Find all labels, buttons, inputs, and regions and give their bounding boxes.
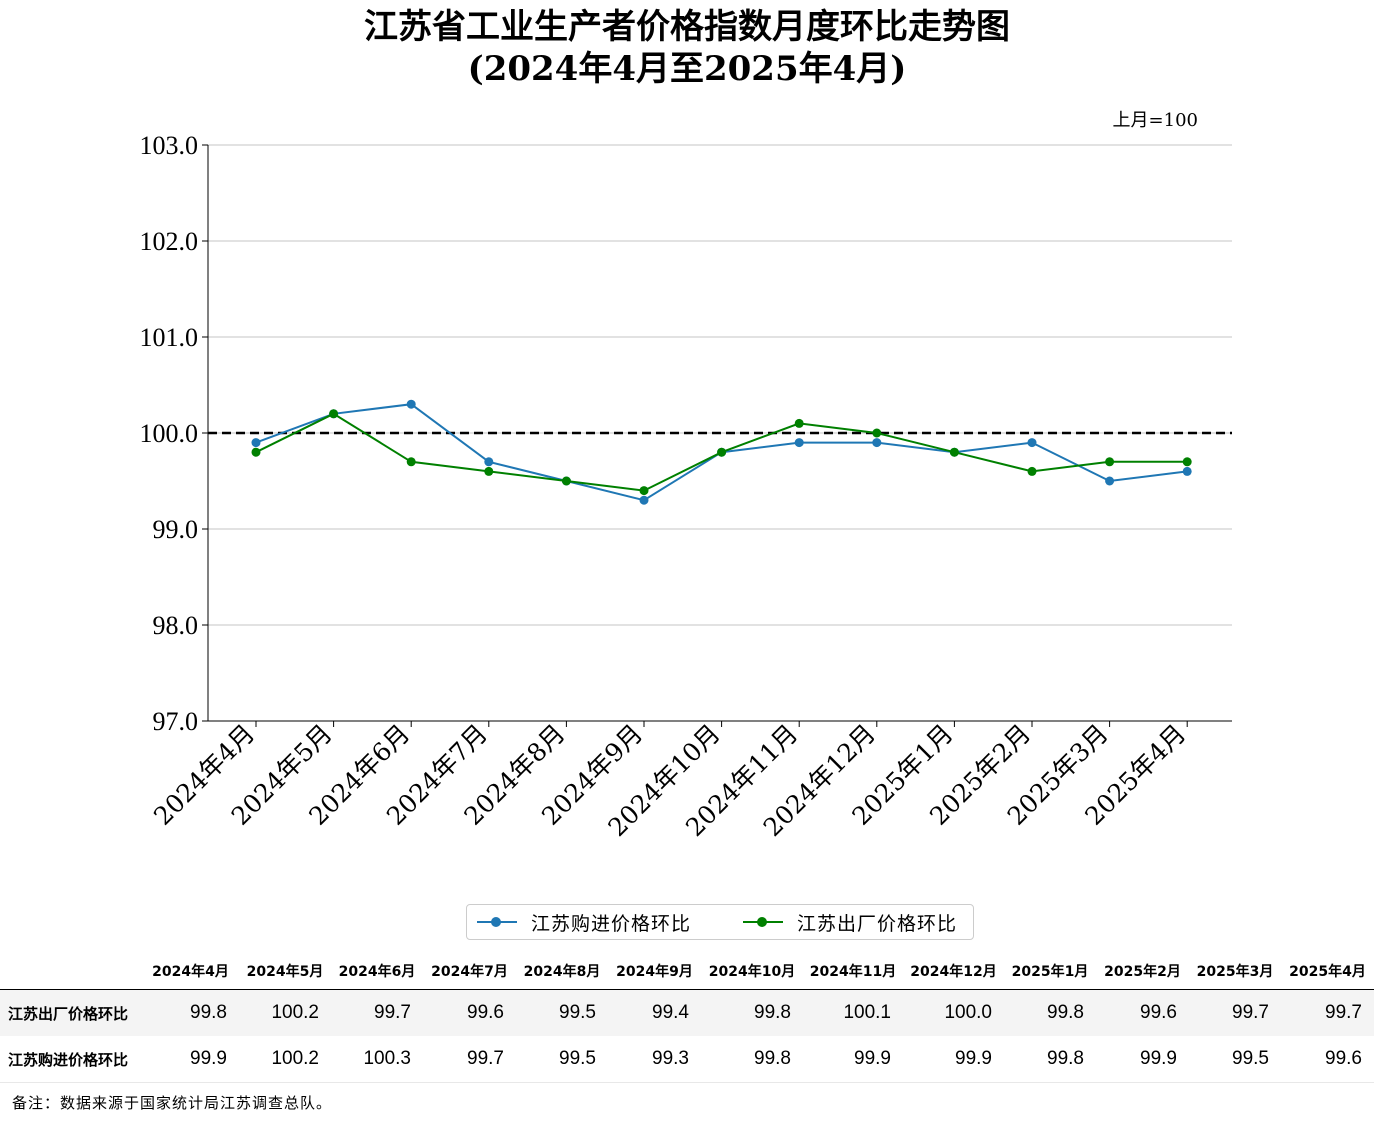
table-row: 江苏出厂价格环比 99.8 100.2 99.7 99.6 99.5 99.4 … <box>0 989 1374 1036</box>
table-cell: 100.3 <box>331 1036 423 1083</box>
y-tick-label: 99.0 <box>153 515 199 544</box>
legend-item-ex-factory: 江苏出厂价格环比 <box>739 905 957 939</box>
table-cell: 99.6 <box>423 989 516 1036</box>
legend-item-purchase: 江苏购进价格环比 <box>473 905 691 939</box>
data-point <box>561 476 571 486</box>
data-point <box>251 438 261 448</box>
table-cell: 100.0 <box>903 989 1004 1036</box>
table-cell: 99.9 <box>1096 1036 1189 1083</box>
data-point <box>329 409 339 419</box>
line-chart: 97.098.099.0100.0101.0102.0103.02024年4月2… <box>140 131 1232 842</box>
table-cell: 99.9 <box>803 1036 903 1083</box>
y-tick-label: 101.0 <box>140 323 199 352</box>
y-tick-label: 100.0 <box>140 419 199 448</box>
table-cell: 99.7 <box>331 989 423 1036</box>
table-cell: 99.3 <box>608 1036 701 1083</box>
data-point <box>1027 466 1037 476</box>
table-cell: 99.7 <box>1189 989 1281 1036</box>
table-column-header: 2025年1月 <box>1004 952 1096 990</box>
data-point <box>1182 457 1192 467</box>
table-cell: 99.8 <box>142 989 239 1036</box>
table-cell: 99.7 <box>1281 989 1374 1036</box>
data-point <box>794 418 804 428</box>
table-cell: 99.8 <box>1004 1036 1096 1083</box>
table-column-header: 2024年4月 <box>142 952 239 990</box>
unit-note: 上月=100 <box>1112 110 1198 131</box>
table-row-label: 江苏出厂价格环比 <box>0 989 142 1036</box>
table-column-header: 2024年8月 <box>516 952 608 990</box>
table-column-header: 2024年12月 <box>903 952 1004 990</box>
legend: 江苏购进价格环比 江苏出厂价格环比 <box>466 904 974 940</box>
table-column-header: 2024年9月 <box>608 952 701 990</box>
table-cell: 99.9 <box>142 1036 239 1083</box>
table-column-header: 2024年6月 <box>331 952 423 990</box>
table-cell: 99.8 <box>701 1036 803 1083</box>
legend-label-purchase: 江苏购进价格环比 <box>531 912 692 935</box>
table-cell: 99.9 <box>903 1036 1004 1083</box>
table-row: 江苏购进价格环比 99.9 100.2 100.3 99.7 99.5 99.3… <box>0 1036 1374 1083</box>
table-column-header: 2025年4月 <box>1281 952 1374 990</box>
table-cell: 100.2 <box>239 1036 331 1083</box>
table-cell: 99.5 <box>516 1036 608 1083</box>
data-point <box>872 428 882 438</box>
data-table: 2024年4月 2024年5月 2024年6月 2024年7月 2024年8月 … <box>0 952 1374 1083</box>
data-point <box>1027 438 1037 448</box>
data-point <box>639 486 649 496</box>
table-cell: 99.4 <box>608 989 701 1036</box>
data-point <box>406 399 416 409</box>
table-column-header: 2024年7月 <box>423 952 516 990</box>
data-point <box>406 457 416 467</box>
y-tick-label: 103.0 <box>140 131 199 160</box>
table-column-header: 2025年3月 <box>1189 952 1281 990</box>
y-tick-label: 98.0 <box>153 611 199 640</box>
table-cell: 99.7 <box>423 1036 516 1083</box>
table-cell: 99.8 <box>1004 989 1096 1036</box>
data-point <box>251 447 261 457</box>
table-corner <box>0 952 142 990</box>
table-cell: 99.5 <box>516 989 608 1036</box>
data-point <box>794 438 804 448</box>
data-point <box>717 447 727 457</box>
table-cell: 99.6 <box>1281 1036 1374 1083</box>
table-header-row: 2024年4月 2024年5月 2024年6月 2024年7月 2024年8月 … <box>0 952 1374 990</box>
data-point <box>639 495 649 505</box>
footnote: 备注：数据来源于国家统计局江苏调查总队。 <box>12 1094 333 1112</box>
data-point <box>1182 466 1192 476</box>
table-cell: 100.1 <box>803 989 903 1036</box>
data-point <box>872 438 882 448</box>
table-column-header: 2024年10月 <box>701 952 803 990</box>
legend-swatch-purchase <box>473 905 517 939</box>
data-point <box>484 466 494 476</box>
table-cell: 100.2 <box>239 989 331 1036</box>
data-point <box>949 447 959 457</box>
table-cell: 99.5 <box>1189 1036 1281 1083</box>
chart-subtitle: (2024年4月至2025年4月) <box>467 49 907 89</box>
table-row-label: 江苏购进价格环比 <box>0 1036 142 1083</box>
data-point <box>1105 457 1115 467</box>
chart-title: 江苏省工业生产者价格指数月度环比走势图 <box>364 7 1010 47</box>
table-cell: 99.8 <box>701 989 803 1036</box>
legend-label-ex-factory: 江苏出厂价格环比 <box>797 912 958 935</box>
table-column-header: 2024年11月 <box>803 952 903 990</box>
data-point <box>1105 476 1115 486</box>
data-point <box>484 457 494 467</box>
y-tick-label: 102.0 <box>140 227 199 256</box>
y-tick-label: 97.0 <box>153 707 199 736</box>
table-column-header: 2025年2月 <box>1096 952 1189 990</box>
table-cell: 99.6 <box>1096 989 1189 1036</box>
legend-swatch-ex-factory <box>739 905 783 939</box>
table-column-header: 2024年5月 <box>239 952 331 990</box>
